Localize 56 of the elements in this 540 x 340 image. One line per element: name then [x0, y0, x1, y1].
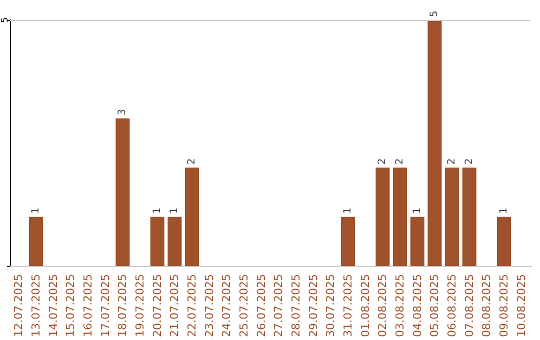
data-label: 2	[377, 158, 388, 165]
x-tick-label: 08.08.2025	[480, 274, 494, 338]
data-label: 1	[342, 207, 354, 214]
x-tick-label: 04.08.2025	[410, 274, 424, 338]
x-tick-label: 03.08.2025	[394, 274, 406, 338]
x-tick-label: 30.07.2025	[324, 274, 338, 338]
x-tick-label: 18.07.2025	[116, 274, 130, 338]
x-tick-label: 07.08.2025	[462, 274, 476, 338]
x-tick-label: 28.07.2025	[290, 274, 302, 338]
x-tick-label: 17.07.2025	[98, 274, 112, 338]
x-tick-label: 21.07.2025	[168, 274, 182, 338]
data-label: 1	[169, 207, 180, 214]
x-tick-label: 16.07.2025	[82, 274, 94, 338]
bar	[29, 216, 43, 266]
x-tick-label: 31.07.2025	[342, 274, 354, 338]
data-label: 2	[186, 158, 198, 165]
bar	[462, 168, 476, 266]
x-tick-label: 20.07.2025	[150, 274, 164, 338]
x-tick-label: 24.07.2025	[220, 274, 234, 338]
x-tick-label: 12.07.2025	[12, 274, 26, 338]
bar	[150, 216, 164, 266]
x-tick-label: 14.07.2025	[46, 274, 60, 338]
bar	[116, 118, 130, 266]
x-tick-label: 23.07.2025	[202, 274, 216, 338]
data-label: 5	[429, 10, 440, 17]
x-tick-label: 13.07.2025	[30, 274, 42, 338]
data-label: 2	[394, 158, 406, 165]
data-label: 2	[464, 158, 475, 165]
x-tick-label: 02.08.2025	[376, 274, 390, 338]
x-tick-label: 19.07.2025	[134, 274, 146, 338]
bar	[445, 168, 459, 266]
data-label: 1	[152, 207, 163, 214]
data-label: 2	[446, 158, 458, 165]
bar	[341, 216, 355, 266]
x-tick-label: 27.07.2025	[272, 274, 286, 338]
data-label: 3	[117, 109, 128, 116]
x-tick-label: 15.07.2025	[64, 274, 78, 338]
x-tick-label: 06.08.2025	[446, 274, 458, 338]
bar	[393, 168, 407, 266]
data-label: 1	[498, 207, 510, 214]
bar	[168, 216, 182, 266]
data-label: 1	[412, 207, 423, 214]
x-tick-label: 26.07.2025	[254, 274, 268, 338]
x-tick-label: 10.08.2025	[514, 274, 528, 338]
bar	[497, 216, 511, 266]
data-label: 1	[30, 207, 42, 214]
bar	[410, 216, 424, 266]
x-tick-label: 29.07.2025	[306, 274, 320, 338]
bar	[428, 20, 442, 266]
x-tick-label: 25.07.2025	[238, 274, 250, 338]
bar	[376, 168, 390, 266]
x-tick-label: 22.07.2025	[186, 274, 198, 338]
x-tick-label: 05.08.2025	[428, 274, 442, 338]
bar	[185, 168, 199, 266]
x-tick-label: 01.08.2025	[358, 274, 372, 338]
x-tick-label: 09.08.2025	[498, 274, 510, 338]
